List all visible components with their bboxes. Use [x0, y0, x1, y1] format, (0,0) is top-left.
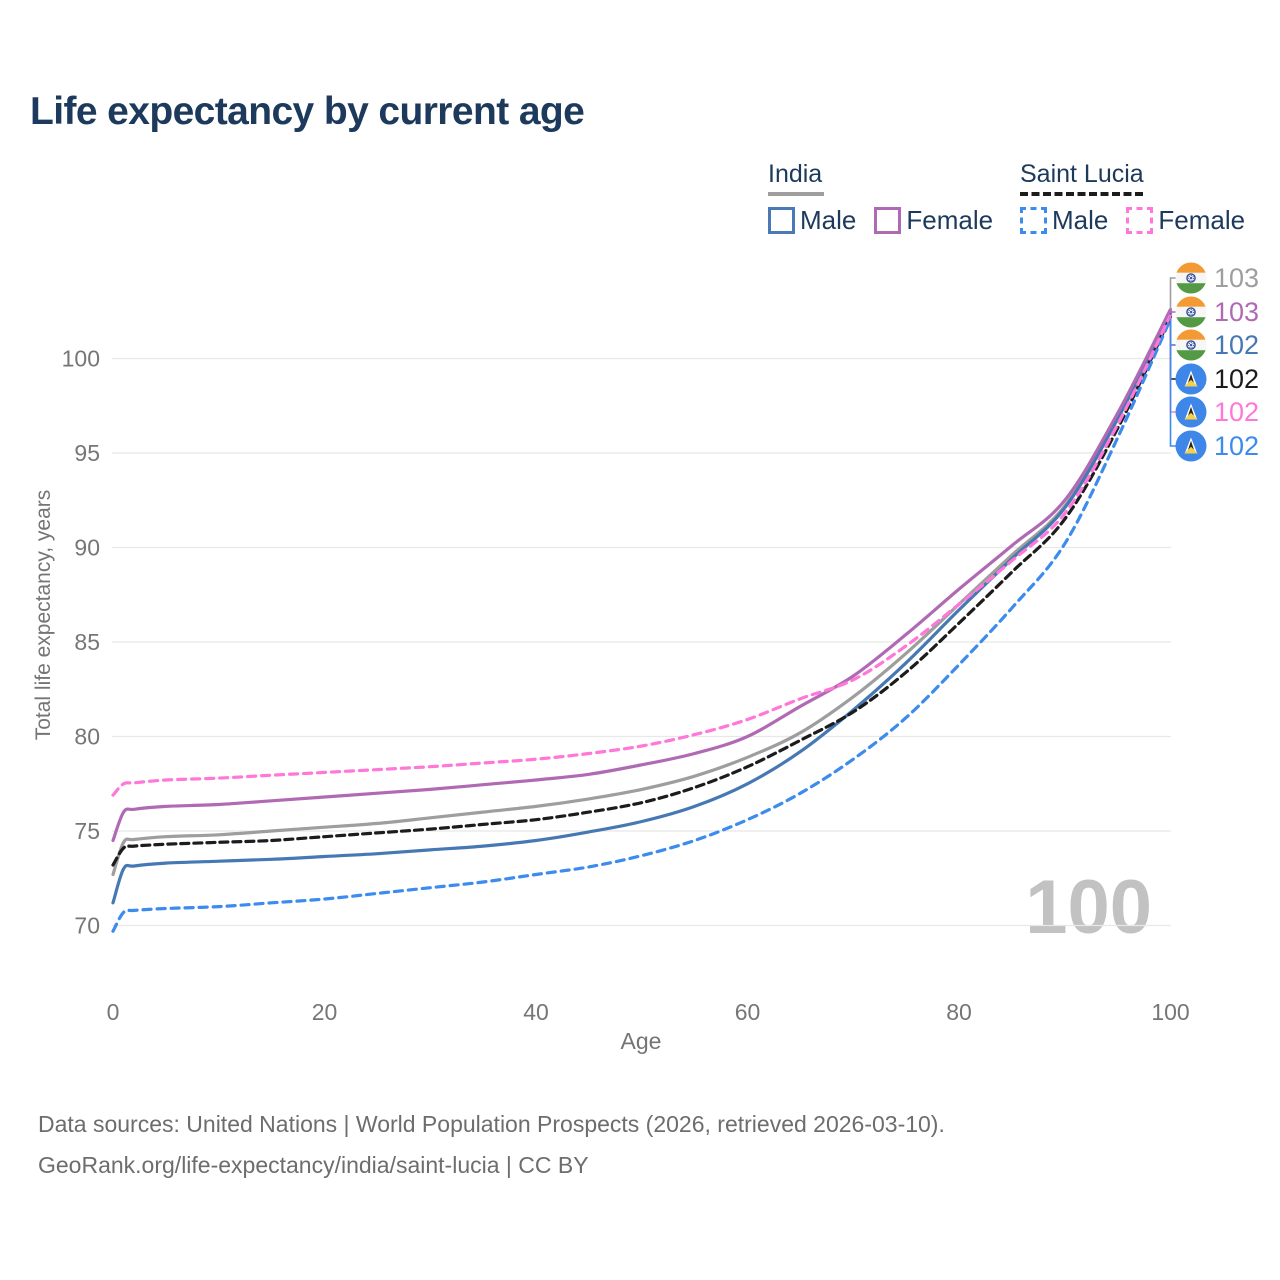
saint-lucia-line-swatch [1020, 192, 1143, 196]
saint-lucia-male-swatch [1020, 207, 1047, 234]
y-tick-label: 70 [74, 913, 100, 939]
x-tick-label: 100 [1151, 999, 1189, 1025]
legend-india-label: India [768, 160, 823, 188]
india-male-swatch [768, 207, 795, 234]
y-tick-label: 85 [74, 629, 100, 655]
legend-label: Female [906, 205, 994, 235]
end-label-india-female: 103 [1175, 295, 1259, 329]
legend-label: Female [1158, 205, 1246, 235]
end-label-value: 103 [1214, 262, 1260, 293]
end-label-leader-india-female [1169, 309, 1177, 313]
end-label-leader-saint-lucia-male [1169, 318, 1177, 447]
saint-lucia-flag-icon [1175, 430, 1207, 462]
y-tick-label: 95 [74, 440, 100, 466]
y-tick-label: 80 [74, 724, 100, 750]
end-label-value: 102 [1214, 363, 1260, 394]
legend-label: Male [1052, 205, 1109, 235]
legend-group-saint-lucia: Saint Lucia Male Female [1020, 160, 1245, 236]
end-label-saint-lucia-male: 102 [1175, 429, 1259, 463]
x-tick-label: 80 [946, 999, 972, 1025]
legend-saint-lucia-label: Saint Lucia [1020, 160, 1144, 188]
end-label-value: 102 [1214, 430, 1260, 461]
saint-lucia-flag-icon [1175, 396, 1207, 428]
page-title: Life expectancy by current age [30, 90, 585, 133]
end-label-leader-india [1169, 277, 1177, 312]
gridlines: 70 75 80 85 90 95 100 0 20 40 60 80 100 [62, 346, 1190, 1026]
india-flag-icon [1175, 296, 1207, 328]
india-flag-icon [1175, 329, 1207, 361]
end-label-value: 103 [1214, 296, 1260, 327]
source-footer: Data sources: United Nations | World Pop… [38, 1104, 945, 1186]
x-tick-label: 20 [312, 999, 338, 1025]
y-tick-label: 75 [74, 818, 100, 844]
end-label-india: 103 [1175, 261, 1259, 295]
series-line-india-female[interactable] [111, 307, 1173, 843]
data-sources-line: Data sources: United Nations | World Pop… [38, 1111, 945, 1137]
india-line-swatch [768, 192, 824, 196]
legend-group-india: India Male Female [768, 160, 993, 236]
india-flag-icon [1175, 262, 1207, 294]
end-label-value: 102 [1214, 396, 1260, 427]
legend-item-saint-lucia-male[interactable]: Male [1020, 205, 1108, 236]
x-tick-label: 40 [523, 999, 549, 1025]
series-line-india[interactable] [111, 309, 1173, 877]
series-line-saint-lucia[interactable] [111, 315, 1173, 867]
x-tick-label: 0 [107, 999, 120, 1025]
series-line-saint-lucia-male[interactable] [111, 317, 1173, 933]
legend-item-india-female[interactable]: Female [874, 205, 993, 236]
attribution-line: GeoRank.org/life-expectancy/india/saint-… [38, 1152, 589, 1178]
end-label-value: 102 [1214, 329, 1260, 360]
age-counter-watermark: 100 [1025, 865, 1152, 950]
saint-lucia-flag-icon [1175, 363, 1207, 395]
end-label-saint-lucia: 102 [1175, 362, 1259, 396]
y-tick-label: 100 [62, 346, 100, 372]
x-axis-title: Age [620, 1028, 662, 1054]
series-line-saint-lucia-female[interactable] [111, 313, 1173, 797]
legend-item-saint-lucia-female[interactable]: Female [1126, 205, 1245, 236]
saint-lucia-female-swatch [1126, 207, 1154, 234]
legend-label: Male [800, 205, 857, 235]
end-label-india-male: 102 [1175, 328, 1259, 362]
end-label-saint-lucia-female: 102 [1175, 395, 1259, 429]
y-tick-label: 90 [74, 535, 100, 561]
x-tick-label: 60 [735, 999, 761, 1025]
legend-item-india-male[interactable]: Male [768, 205, 856, 236]
india-female-swatch [874, 207, 902, 234]
y-axis-title: Total life expectancy, years [32, 489, 55, 741]
